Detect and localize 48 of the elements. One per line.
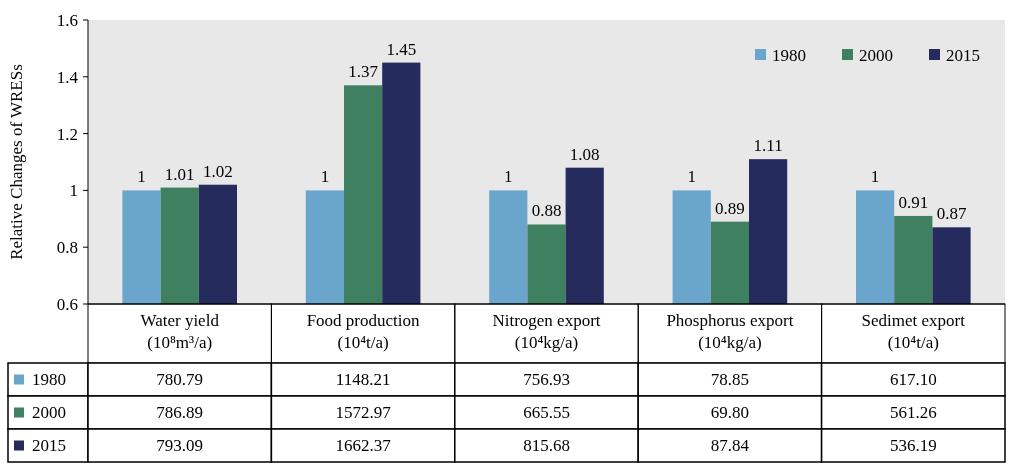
y-tick-label: 1.6	[56, 10, 78, 30]
data-label: 536.19	[889, 436, 937, 456]
data-label: 1	[870, 167, 880, 187]
y-tick-label: 2000	[32, 403, 66, 423]
data-label: 1	[137, 167, 146, 187]
y-tick-label: 0.6	[56, 294, 78, 314]
data-label: 0.91	[898, 192, 929, 212]
data-label: 1	[504, 167, 513, 187]
data-label: 1.45	[386, 39, 417, 59]
data-label: 87.84	[710, 436, 750, 456]
data-label: 1.02	[203, 161, 233, 181]
x-tick-label: Phosphorus export (10⁴kg/a)	[666, 311, 794, 352]
data-label: 780.79	[156, 370, 204, 390]
data-label: 786.89	[156, 403, 204, 423]
data-label: 1	[320, 167, 330, 187]
data-label: 756.93	[523, 370, 570, 390]
y-tick-label: 0.8	[56, 238, 78, 258]
data-label: 0.87	[936, 204, 967, 224]
y-tick-label: 2015	[32, 436, 66, 456]
legend-label: 1980	[772, 45, 806, 65]
data-label: 1662.37	[335, 436, 392, 456]
data-label: 0.88	[531, 201, 562, 221]
data-label: 69.80	[710, 403, 750, 423]
data-label: 1.08	[569, 144, 600, 164]
data-label: 1.11	[753, 136, 783, 156]
data-label: 815.68	[523, 436, 570, 456]
legend-label: 2000	[859, 45, 893, 65]
x-tick-label: Food production (10⁴t/a)	[306, 311, 421, 352]
y-tick-label: 1	[69, 181, 78, 201]
data-label: 1	[687, 167, 696, 187]
data-label: 665.55	[523, 403, 570, 423]
y-tick-label: 1.4	[56, 67, 79, 87]
data-label: 78.85	[710, 370, 750, 390]
x-tick-label: Sedimet export (10⁴t/a)	[861, 311, 966, 352]
data-label: 0.89	[715, 198, 745, 218]
data-label: 793.09	[156, 436, 204, 456]
x-tick-label: Nitrogen export (10⁴kg/a)	[492, 311, 601, 352]
data-label: 561.26	[889, 403, 937, 423]
y-axis-title: Relative Changes of WRESs	[7, 64, 26, 260]
data-label: 617.10	[889, 370, 937, 390]
data-label: 1148.21	[335, 370, 391, 390]
x-tick-label: Water yield (10⁸m³/a)	[140, 311, 220, 352]
data-label: 1.37	[348, 62, 379, 82]
legend-label: 2015	[946, 45, 980, 65]
y-tick-label: 1.2	[56, 124, 78, 144]
data-label: 1572.97	[335, 403, 392, 423]
y-tick-label: 1980	[32, 370, 66, 390]
data-label: 1.01	[164, 164, 195, 184]
